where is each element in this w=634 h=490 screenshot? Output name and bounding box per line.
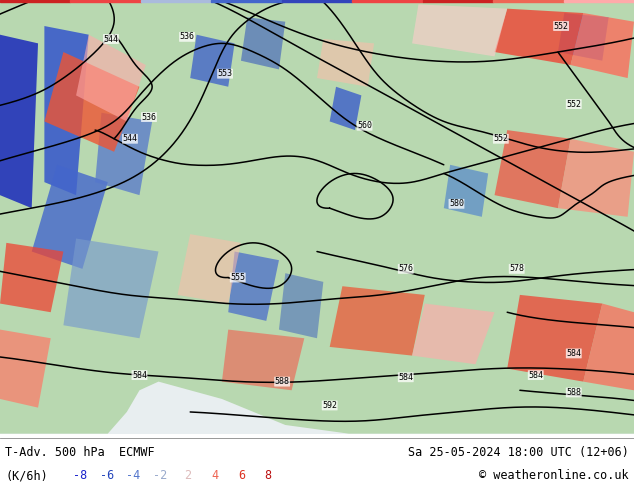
Bar <box>0 0 70 2</box>
Text: 584: 584 <box>566 349 581 358</box>
Text: -6: -6 <box>100 469 113 482</box>
Polygon shape <box>279 273 323 338</box>
Text: 8: 8 <box>264 469 271 482</box>
Bar <box>70 0 141 2</box>
Polygon shape <box>558 13 609 61</box>
Polygon shape <box>228 251 279 321</box>
Polygon shape <box>495 130 571 208</box>
Polygon shape <box>44 26 89 195</box>
Bar <box>564 0 634 2</box>
Polygon shape <box>444 165 488 217</box>
Polygon shape <box>330 286 425 356</box>
Text: 553: 553 <box>217 69 233 78</box>
Polygon shape <box>222 330 304 390</box>
Polygon shape <box>190 35 235 87</box>
Text: -2: -2 <box>153 469 167 482</box>
Text: 6: 6 <box>238 469 245 482</box>
Polygon shape <box>76 35 146 122</box>
Text: 552: 552 <box>493 134 508 143</box>
Text: 552: 552 <box>566 99 581 109</box>
Bar <box>141 0 211 2</box>
Polygon shape <box>412 304 495 364</box>
Bar <box>493 0 564 2</box>
Text: T-Adv. 500 hPa  ECMWF: T-Adv. 500 hPa ECMWF <box>5 446 155 459</box>
Polygon shape <box>317 39 374 87</box>
Text: 588: 588 <box>275 377 290 386</box>
Polygon shape <box>330 87 361 130</box>
Text: 588: 588 <box>566 388 581 397</box>
Polygon shape <box>63 239 158 338</box>
Text: 578: 578 <box>509 265 524 273</box>
Text: Sa 25-05-2024 18:00 UTC (12+06): Sa 25-05-2024 18:00 UTC (12+06) <box>408 446 629 459</box>
Polygon shape <box>583 304 634 390</box>
Text: 584: 584 <box>528 370 543 380</box>
Text: 4: 4 <box>211 469 218 482</box>
Polygon shape <box>241 17 285 70</box>
Polygon shape <box>507 295 602 382</box>
Polygon shape <box>0 35 38 208</box>
Polygon shape <box>95 113 152 195</box>
Text: -8: -8 <box>73 469 87 482</box>
Bar <box>281 0 353 2</box>
Text: 592: 592 <box>322 401 337 410</box>
Polygon shape <box>178 234 241 304</box>
Polygon shape <box>44 52 139 152</box>
Polygon shape <box>412 4 507 56</box>
Text: 552: 552 <box>553 22 569 30</box>
Polygon shape <box>0 243 63 312</box>
Text: -4: -4 <box>126 469 140 482</box>
Polygon shape <box>495 9 583 65</box>
Text: 560: 560 <box>357 121 372 130</box>
Text: 2: 2 <box>184 469 191 482</box>
Polygon shape <box>571 13 634 78</box>
Polygon shape <box>558 139 634 217</box>
Text: 576: 576 <box>398 265 413 273</box>
Bar <box>353 0 423 2</box>
Text: 584: 584 <box>398 373 413 382</box>
Text: (K/6h): (K/6h) <box>5 469 48 482</box>
Text: © weatheronline.co.uk: © weatheronline.co.uk <box>479 469 629 482</box>
Bar <box>211 0 281 2</box>
Text: 544: 544 <box>103 34 119 44</box>
Text: 584: 584 <box>132 370 147 380</box>
Polygon shape <box>0 330 51 408</box>
Text: 580: 580 <box>449 199 464 208</box>
Polygon shape <box>32 165 108 269</box>
Bar <box>423 0 493 2</box>
Text: 544: 544 <box>122 134 138 143</box>
Text: 536: 536 <box>141 113 157 122</box>
Text: 536: 536 <box>179 32 195 41</box>
Polygon shape <box>0 0 634 434</box>
Text: 555: 555 <box>230 273 245 282</box>
